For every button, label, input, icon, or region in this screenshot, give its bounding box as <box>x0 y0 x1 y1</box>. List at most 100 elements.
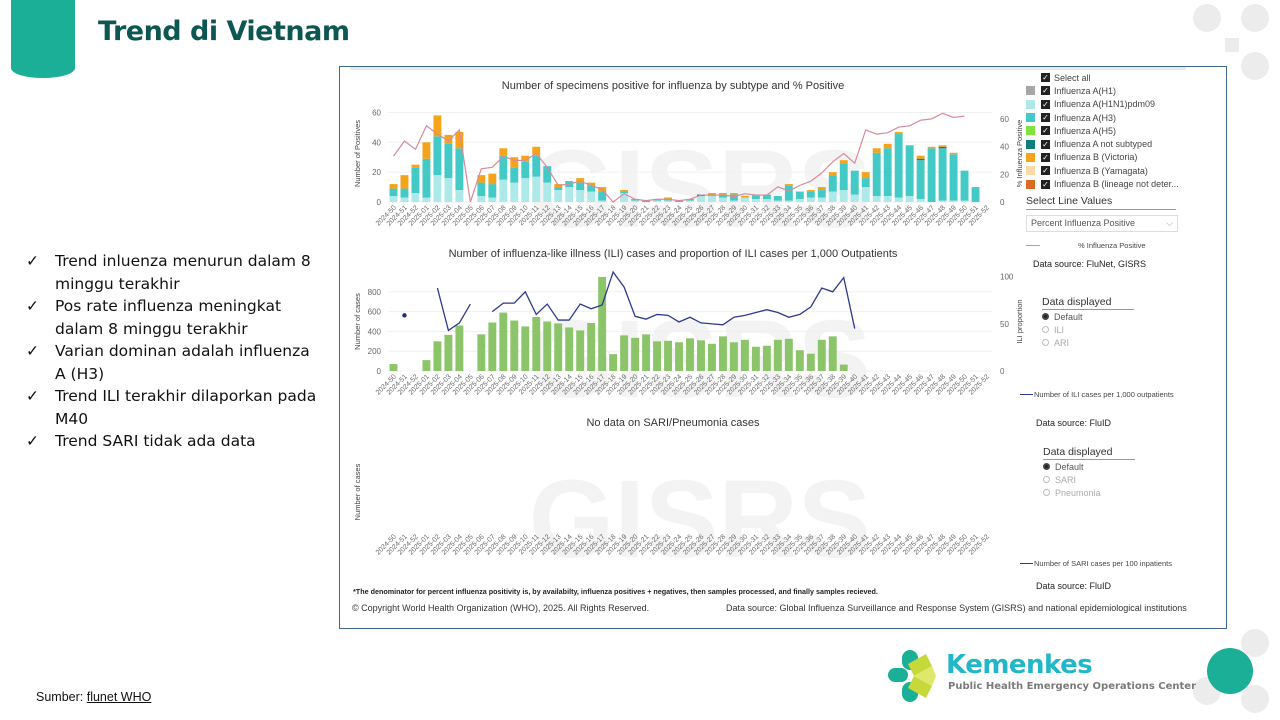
chart1-bar-segment <box>576 190 585 202</box>
checkbox-checked-icon[interactable]: ✓ <box>1041 152 1050 162</box>
chart1-bar-segment <box>916 155 925 159</box>
radio-default[interactable]: Default <box>1043 460 1135 473</box>
checkbox-checked-icon[interactable]: ✓ <box>1041 113 1050 123</box>
checkbox-checked-icon[interactable]: ✓ <box>1041 179 1050 189</box>
chart1-bar-segment <box>971 187 980 202</box>
gisrs-watermark: GISRS <box>529 128 871 251</box>
legend-item[interactable]: ✓ Influenza A(H1) <box>1026 84 1179 97</box>
legend-item[interactable]: ✓ Influenza B (lineage not deter... <box>1026 177 1179 190</box>
chart2-ili-bar <box>576 330 585 371</box>
source-link[interactable]: flunet WHO <box>86 690 152 704</box>
radio-pneumonia[interactable]: Pneumonia <box>1043 486 1135 499</box>
chart1-bar-segment <box>686 200 694 202</box>
chart1-bar-segment <box>949 154 958 201</box>
chart1-bar-segment <box>444 143 453 179</box>
chart1-bar-segment <box>488 184 497 198</box>
chart2-ili-bar <box>521 326 530 371</box>
chart1-bar-segment <box>784 185 793 201</box>
legend-item[interactable]: ✓ Influenza B (Victoria) <box>1026 151 1179 164</box>
chart1-bar-segment <box>905 196 914 202</box>
chart2-ili-bar <box>773 339 782 371</box>
chart1-bar-segment <box>499 148 508 156</box>
chart1-bar-segment <box>675 200 683 202</box>
legend-swatch <box>1026 152 1035 162</box>
ili-radio-title: Data displayed <box>1042 296 1134 310</box>
legend-swatch <box>1026 126 1035 136</box>
radio-default[interactable]: Default <box>1042 310 1134 323</box>
bullet-item: ✓ Trend ILI terakhir dilaporkan pada M40 <box>26 387 317 428</box>
line-values-dropdown[interactable]: Percent Influenza Positive ⌵ <box>1026 214 1178 232</box>
chart1-bar-segment <box>411 167 420 194</box>
legend-item[interactable]: ✓ Influenza A not subtyped <box>1026 137 1179 150</box>
chart1-bar-segment <box>894 197 903 202</box>
legend-item[interactable]: ✓ Influenza A(H1N1)pdm09 <box>1026 98 1179 111</box>
checkbox-checked-icon[interactable]: ✓ <box>1041 99 1050 109</box>
chart1-bar-segment <box>949 200 958 202</box>
chart3-title: No data on SARI/Pneumonia cases <box>586 417 760 429</box>
legend-swatch <box>1026 113 1035 123</box>
chart1-bar-segment <box>477 196 486 202</box>
chart1-bar-segment <box>740 197 749 202</box>
chart2-title: Number of influenza-like illness (ILI) c… <box>449 248 898 260</box>
source-label: Sumber: <box>36 690 84 704</box>
chart1-bar-segment <box>411 164 420 168</box>
chart1-bar-segment <box>762 194 771 200</box>
radio-ili[interactable]: ILI <box>1042 323 1134 336</box>
chart2-ili-bar <box>795 350 804 371</box>
chart1-bar-segment <box>521 161 530 179</box>
chart1-bar-segment <box>708 193 716 195</box>
checkbox-checked-icon[interactable]: ✓ <box>1041 86 1050 96</box>
chart1-bar-segment <box>708 196 716 202</box>
legend-item[interactable]: ✓ Influenza B (Yamagata) <box>1026 164 1179 177</box>
chart3-y-label: Number of cases <box>353 463 362 520</box>
chart1-bar-segment <box>400 188 409 198</box>
denominator-note: *The denominator for percent influenza p… <box>353 587 878 596</box>
legend-swatch <box>1026 139 1035 149</box>
chart2-ili-bar <box>532 317 541 371</box>
chart1-bar-segment <box>850 194 859 202</box>
chart2-ili-bar <box>488 322 497 371</box>
chart1-bar-segment <box>620 190 629 192</box>
chart1-bar-segment <box>740 196 749 198</box>
chart1-y-tick: 20 <box>372 168 381 177</box>
chart1-bar-segment <box>532 155 541 177</box>
chart1-bar-segment <box>433 115 442 137</box>
bullet-item: ✓ Varian dominan adalah influenza A (H3) <box>26 342 310 383</box>
chart1-bar-segment <box>872 152 881 197</box>
chart1-bar-segment <box>631 200 640 202</box>
checkbox-checked-icon[interactable]: ✓ <box>1041 126 1050 136</box>
chart2-ili-bar <box>762 345 771 371</box>
chart1-bar-segment <box>510 182 519 202</box>
chart1-bar-segment <box>828 191 837 202</box>
chart2-ili-bar <box>729 342 738 371</box>
dashboard-top-strip <box>350 67 1186 70</box>
chart2-ili-bar <box>444 334 453 371</box>
radio-sari[interactable]: SARI <box>1043 473 1135 486</box>
chart1-bar-segment <box>565 187 574 202</box>
chart2-ili-bar <box>817 339 826 371</box>
chart1-bar-segment <box>444 134 453 144</box>
chart1-bar-segment <box>795 191 804 200</box>
summary-bullet-list: ✓ Trend inluenza menurun dalam 8 minggu t… <box>22 250 322 453</box>
chart1-bar-segment <box>872 148 881 153</box>
chart2-ili-bar <box>389 364 398 371</box>
chart2-ili-point <box>402 313 407 318</box>
chart2-y-tick: 200 <box>368 347 382 356</box>
chevron-down-icon: ⌵ <box>1166 217 1173 228</box>
checkbox-checked-icon[interactable]: ✓ <box>1041 73 1050 83</box>
chart2-ili-bar <box>828 336 837 371</box>
page-title: Trend di Vietnam <box>98 16 350 47</box>
legend-item[interactable]: ✓ Influenza A(H5) <box>1026 124 1179 137</box>
sari-radio-title: Data displayed <box>1043 446 1135 460</box>
checkbox-checked-icon[interactable]: ✓ <box>1041 166 1050 176</box>
legend-label: Influenza A(H3) <box>1054 112 1117 123</box>
chart1-y2-tick: 60 <box>1000 115 1009 124</box>
chart1-bar-segment <box>400 197 409 202</box>
chart1-bar-segment <box>729 193 738 195</box>
checkbox-checked-icon[interactable]: ✓ <box>1041 139 1050 149</box>
legend-swatch <box>1026 99 1035 109</box>
header-accent-tab <box>11 0 75 78</box>
legend-item[interactable]: ✓ Influenza A(H3) <box>1026 111 1179 124</box>
radio-ari[interactable]: ARI <box>1042 336 1134 349</box>
legend-select-all[interactable]: ✓ Select all <box>1041 72 1091 83</box>
